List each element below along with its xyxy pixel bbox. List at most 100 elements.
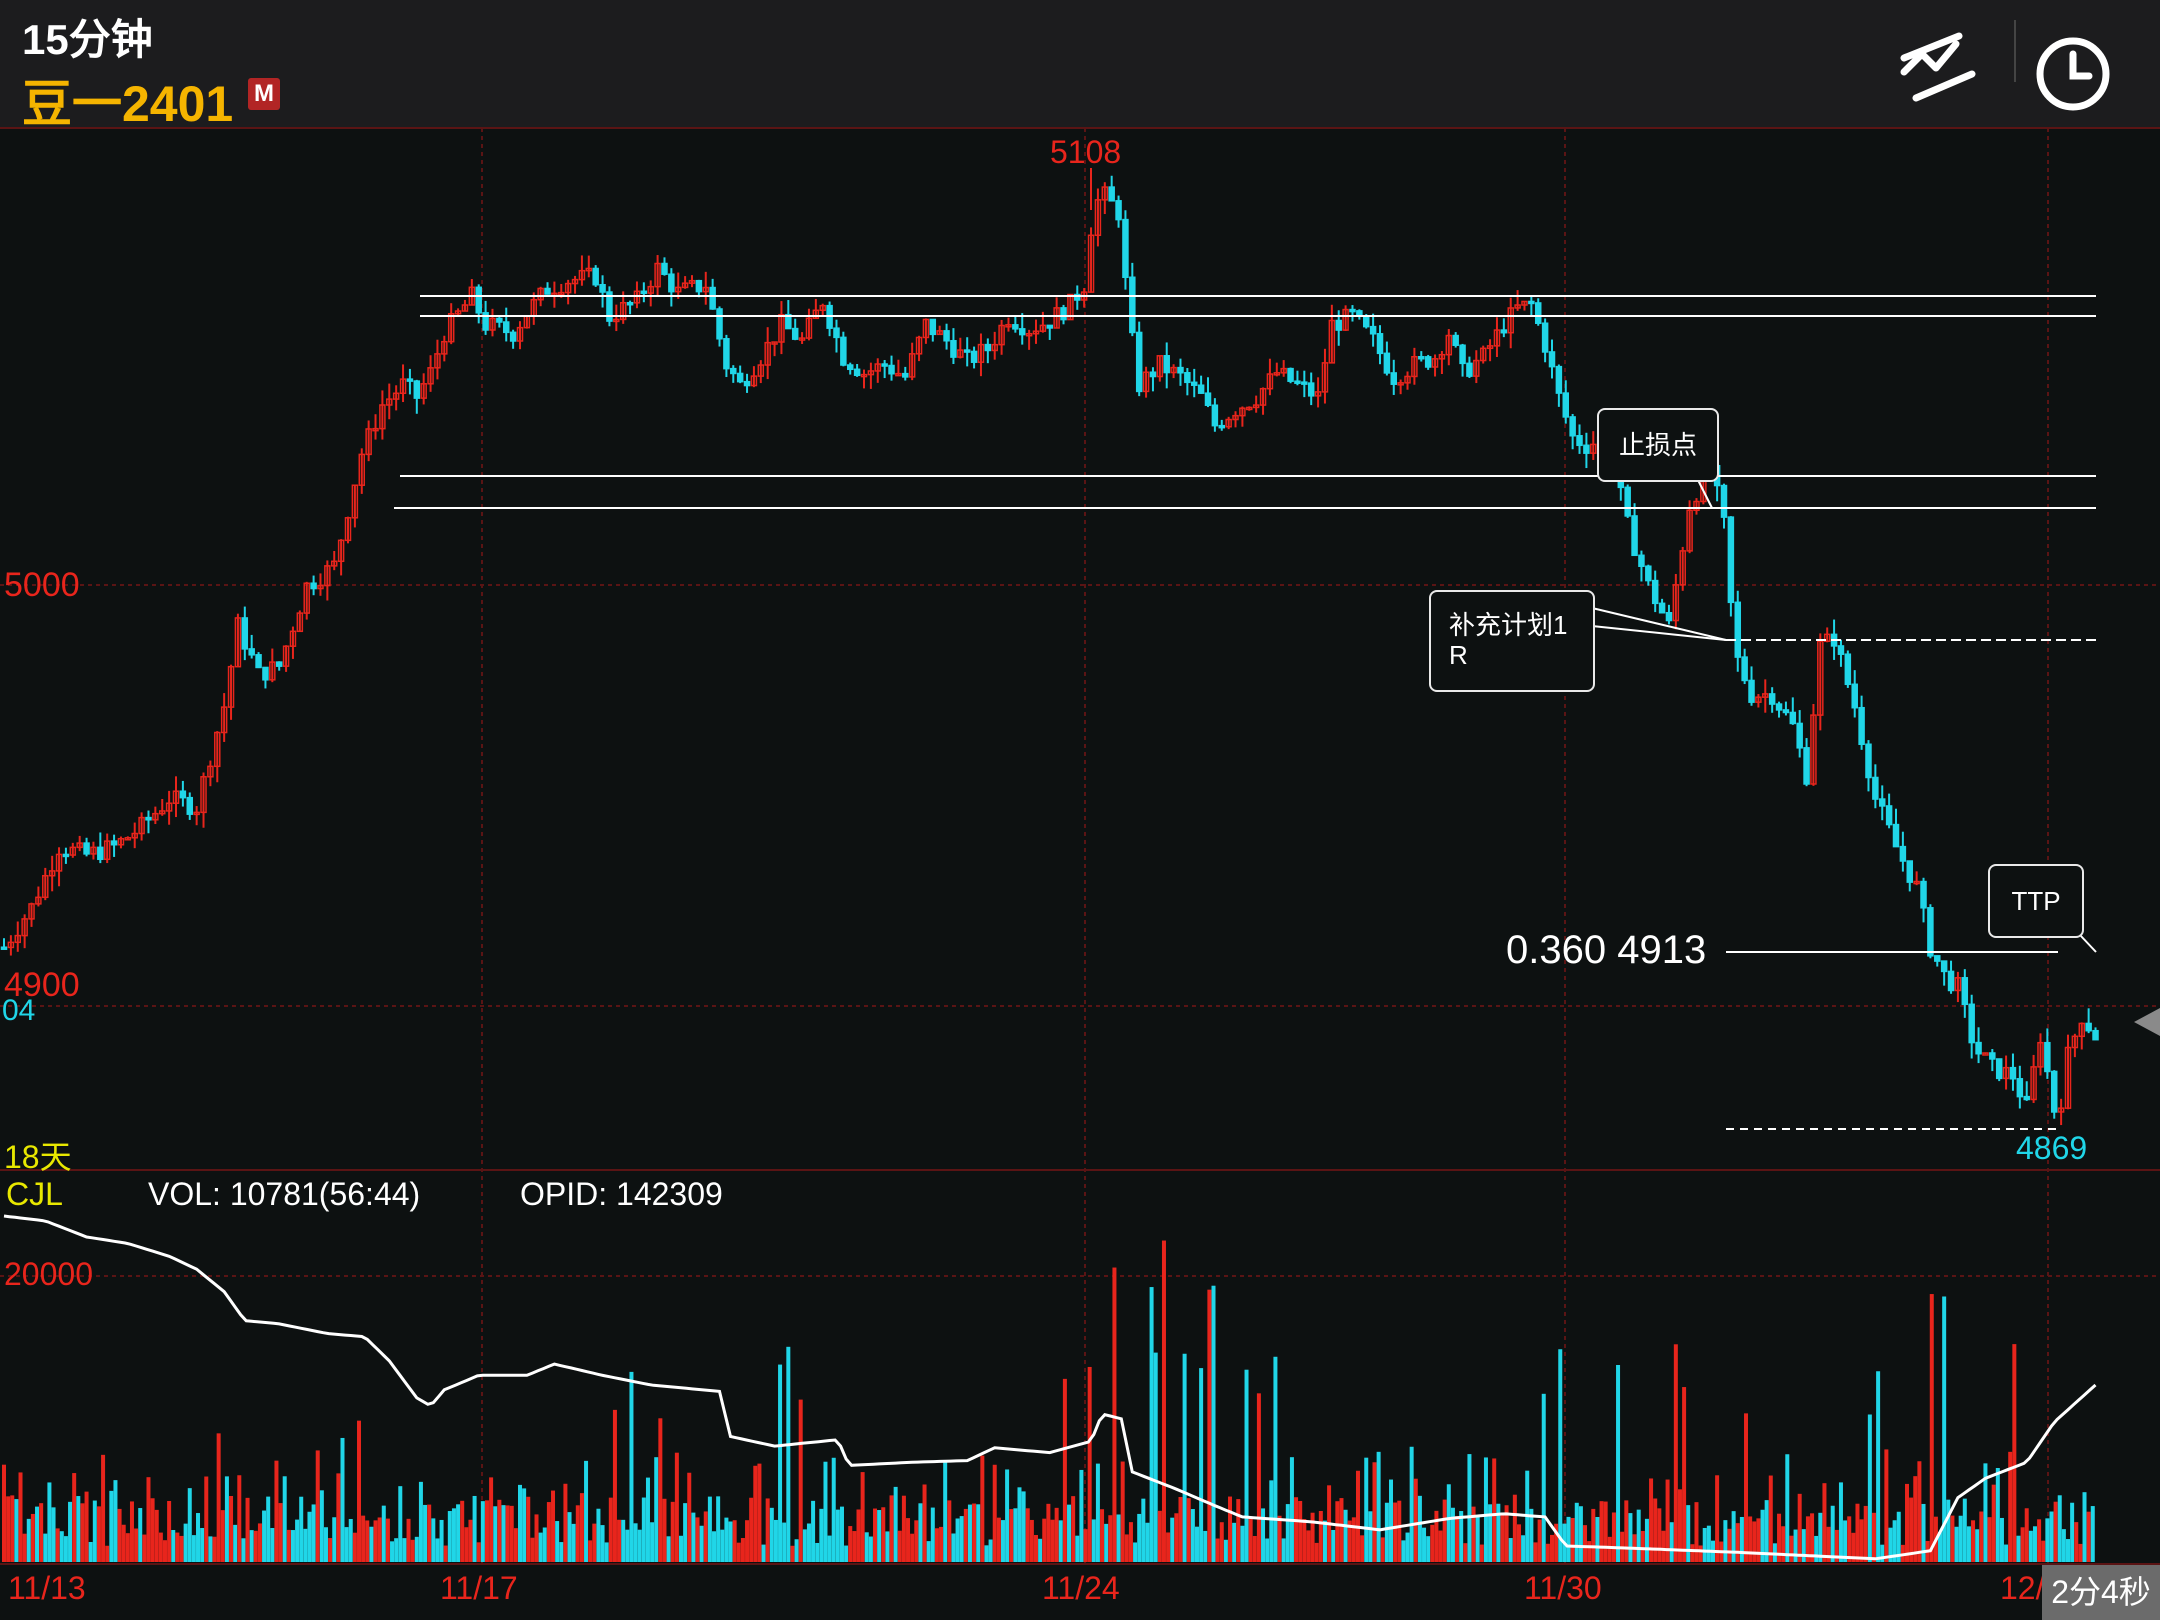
volume-bar — [1698, 1545, 1703, 1562]
volume-bar — [1995, 1467, 2000, 1562]
volume-bar — [1921, 1503, 1926, 1562]
candle-body — [1693, 500, 1700, 512]
volume-bar — [162, 1540, 167, 1562]
plan-callout[interactable]: 补充计划1 R — [1429, 590, 1595, 692]
candle-body — [1018, 328, 1026, 336]
volume-bar — [200, 1528, 205, 1562]
volume-bar — [1946, 1499, 1951, 1562]
candle-body — [1817, 640, 1824, 716]
volume-bar — [658, 1418, 663, 1562]
volume-bar — [468, 1519, 473, 1562]
volume-indicator-label[interactable]: CJL — [6, 1176, 63, 1212]
volume-bar — [456, 1504, 461, 1562]
volume-bar — [1289, 1457, 1294, 1562]
candle-body — [936, 330, 943, 336]
volume-bar — [645, 1477, 650, 1562]
volume-bar — [967, 1504, 972, 1562]
volume-bar — [522, 1488, 527, 1562]
x-axis-date-1: 11/13 — [8, 1570, 86, 1606]
volume-bar — [1554, 1523, 1559, 1562]
volume-bar — [1814, 1535, 1819, 1562]
candle-body — [1122, 218, 1129, 279]
volume-bar — [1351, 1517, 1356, 1562]
volume-bar — [295, 1519, 300, 1562]
volume-bar — [753, 1465, 758, 1562]
volume-bar — [129, 1501, 134, 1562]
candle-body — [220, 706, 228, 734]
volume-bar — [1025, 1508, 1030, 1562]
volume-bar — [1203, 1530, 1208, 1562]
volume-bar — [1409, 1446, 1414, 1562]
candle-body — [730, 367, 737, 375]
volume-bar — [666, 1536, 671, 1562]
candle-body — [1968, 1003, 1975, 1044]
volume-bar — [410, 1539, 415, 1562]
candle-body — [372, 427, 379, 432]
volume-bar — [1364, 1457, 1369, 1562]
candle-body — [1576, 435, 1583, 447]
candle-body — [1645, 565, 1652, 582]
volume-bar — [930, 1507, 935, 1562]
volume-bar — [134, 1528, 139, 1562]
volume-bar — [476, 1542, 481, 1562]
candle-body — [165, 802, 173, 812]
volume-bar — [1636, 1509, 1641, 1562]
candle-body — [1349, 308, 1356, 313]
candle-body — [908, 353, 916, 378]
volume-bar — [303, 1528, 308, 1562]
volume-bar — [827, 1535, 832, 1562]
volume-bar — [142, 1534, 147, 1562]
volume-bar — [728, 1521, 733, 1562]
price-axis-5000: 5000 — [4, 566, 80, 604]
volume-bar — [92, 1500, 97, 1562]
candle-body — [1534, 302, 1542, 324]
volume-bar — [786, 1346, 791, 1562]
volume-bar — [612, 1409, 617, 1562]
clock-icon[interactable] — [2018, 10, 2128, 120]
volume-bar — [596, 1508, 601, 1562]
candle-body — [895, 372, 902, 377]
volume-bar — [369, 1526, 374, 1562]
volume-bar — [670, 1501, 675, 1562]
candle-body — [2078, 1022, 2086, 1038]
candle-body — [957, 349, 964, 358]
candle-body — [1459, 344, 1466, 365]
price-cursor-icon — [2134, 1008, 2160, 1036]
volume-bar — [286, 1529, 291, 1562]
volume-bar — [72, 1473, 77, 1562]
candle-body — [537, 287, 544, 301]
contract-symbol[interactable]: 豆一2401 — [22, 76, 234, 132]
candle-body — [296, 612, 304, 633]
volume-bar — [584, 1460, 589, 1562]
candle-body — [695, 279, 703, 293]
volume-bar — [1500, 1514, 1505, 1562]
candle-body — [1638, 554, 1645, 567]
candle-body — [461, 304, 469, 312]
volume-bar — [600, 1525, 605, 1562]
candle-body — [35, 896, 42, 905]
volume-bar — [740, 1538, 745, 1562]
candle-body — [915, 336, 923, 355]
candle-body — [716, 308, 723, 340]
volume-bar — [121, 1524, 126, 1562]
drawing-tools-icon[interactable] — [1884, 10, 1994, 120]
volume-bar — [1818, 1512, 1823, 1562]
candle-body — [1067, 293, 1074, 321]
volume-bar — [1021, 1491, 1026, 1562]
volume-bar — [654, 1457, 659, 1562]
candle-body — [846, 364, 854, 371]
volume-bar — [1397, 1500, 1402, 1562]
candle-body — [1878, 798, 1886, 807]
volume-bar — [1273, 1356, 1278, 1562]
stop-loss-callout[interactable]: 止损点 — [1597, 408, 1719, 482]
volume-bar — [1905, 1483, 1910, 1562]
ttp-callout[interactable]: TTP — [1988, 864, 2084, 938]
volume-bar — [84, 1491, 89, 1562]
candle-body — [496, 317, 503, 323]
volume-bar — [1050, 1519, 1055, 1562]
candle-body — [1686, 509, 1693, 552]
volume-bar — [901, 1495, 906, 1562]
period-label[interactable]: 15分钟 — [22, 16, 153, 63]
candle-body — [1424, 356, 1432, 368]
